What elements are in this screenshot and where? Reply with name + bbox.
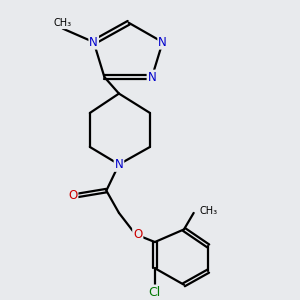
- Text: N: N: [115, 158, 123, 171]
- Text: N: N: [89, 36, 98, 49]
- Text: CH₃: CH₃: [54, 18, 72, 28]
- Text: O: O: [68, 189, 77, 202]
- Text: N: N: [148, 70, 156, 84]
- Text: N: N: [158, 36, 167, 49]
- Text: O: O: [133, 228, 142, 241]
- Text: CH₃: CH₃: [200, 206, 217, 217]
- Text: Cl: Cl: [149, 286, 161, 298]
